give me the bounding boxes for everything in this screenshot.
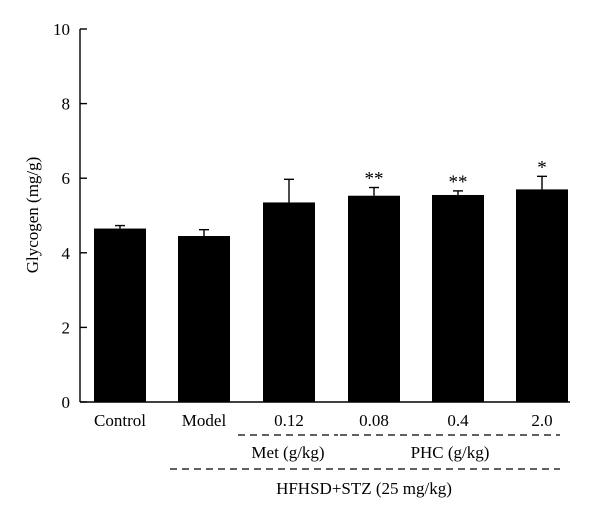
significance-markers: ** *** (365, 157, 547, 193)
y-tick-label: 0 (62, 393, 71, 412)
bar (432, 194, 484, 402)
significance-marker: ** (365, 169, 384, 190)
x-category-label: 0.4 (447, 411, 469, 430)
hfhsd-group-label: HFHSD+STZ (25 mg/kg) (276, 479, 452, 498)
phc-group-label: PHC (g/kg) (411, 443, 490, 462)
bar (516, 189, 568, 402)
met-group-label: Met (g/kg) (251, 443, 324, 462)
y-tick-label: 2 (62, 318, 71, 337)
y-tick-label: 10 (53, 20, 70, 39)
x-category-label: 2.0 (531, 411, 552, 430)
bar (94, 228, 146, 402)
x-category-label: 0.12 (274, 411, 304, 430)
y-tick-label: 6 (62, 169, 71, 188)
error-bars (115, 175, 547, 237)
y-axis-label: Glycogen (mg/g) (23, 157, 42, 274)
x-category-label: Control (94, 411, 146, 430)
bar (263, 202, 315, 402)
x-category-label: 0.08 (359, 411, 389, 430)
x-axis-category-labels: Control Model 0.12 0.08 0.4 2.0 (94, 411, 553, 430)
significance-marker: ** (449, 172, 468, 193)
y-tick-label: 4 (62, 244, 71, 263)
x-category-label: Model (182, 411, 227, 430)
y-tick-label: 8 (62, 95, 71, 114)
significance-marker: * (537, 157, 547, 178)
bar (178, 236, 230, 402)
y-axis-ticks: 0 2 4 6 8 10 (53, 20, 87, 412)
bar-series (94, 189, 568, 402)
bar (348, 195, 400, 402)
